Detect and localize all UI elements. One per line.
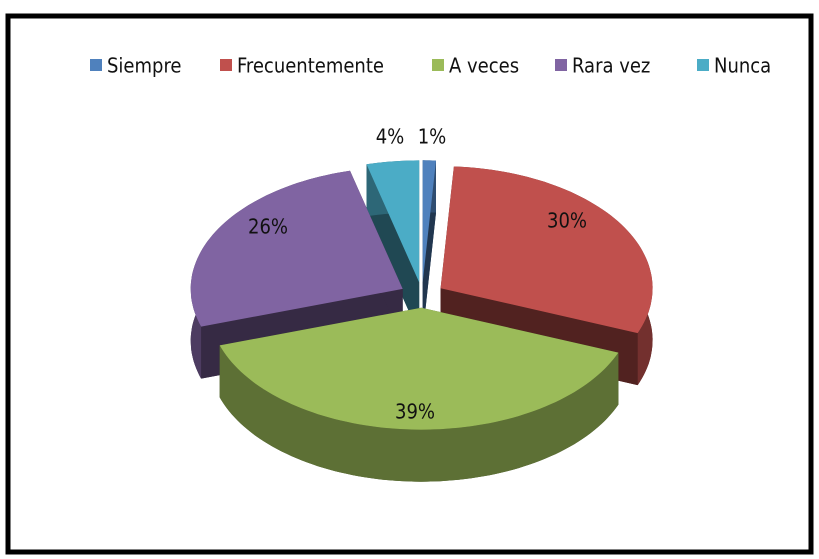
legend-swatch [220, 59, 232, 71]
slice-top [422, 160, 436, 283]
legend-swatch [555, 59, 567, 71]
legend-swatch [432, 59, 444, 71]
legend-label: Siempre [107, 54, 181, 78]
slice-top [190, 170, 403, 327]
pie-slice [219, 307, 619, 482]
pie-slice [422, 160, 436, 335]
legend-label: A veces [449, 54, 519, 78]
slice-top [440, 166, 653, 334]
slice-top [219, 307, 619, 430]
legend-label: Frecuentemente [237, 54, 384, 78]
data-label: 4% [376, 125, 405, 149]
legend-swatch [90, 59, 102, 71]
data-label: 1% [418, 125, 447, 149]
data-label: 26% [248, 215, 288, 239]
legend-swatch [697, 59, 709, 71]
data-label: 30% [547, 209, 587, 233]
legend-label: Nunca [714, 54, 771, 78]
slice-top [366, 160, 420, 283]
legend-label: Rara vez [572, 54, 650, 78]
slice-side [219, 345, 619, 482]
data-label: 39% [395, 400, 435, 424]
